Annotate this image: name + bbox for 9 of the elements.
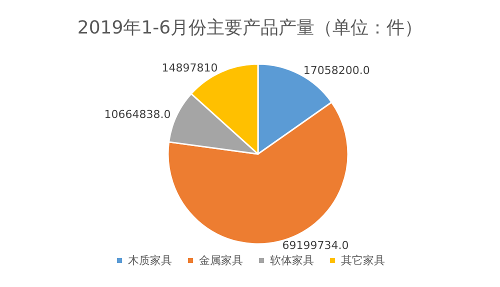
data-label: 17058200.0 [303,64,370,78]
legend-label: 软体家具 [270,254,314,267]
data-label: 69199734.0 [282,238,349,252]
legend-label: 木质家具 [128,254,172,267]
legend-label: 金属家具 [199,254,243,267]
chart-title: 2019年1-6月份主要产品产量（单位：件） [77,18,423,38]
legend-label: 其它家具 [341,254,385,267]
data-label: 14897810 [162,62,218,75]
data-label: 10664838.0 [104,108,171,121]
